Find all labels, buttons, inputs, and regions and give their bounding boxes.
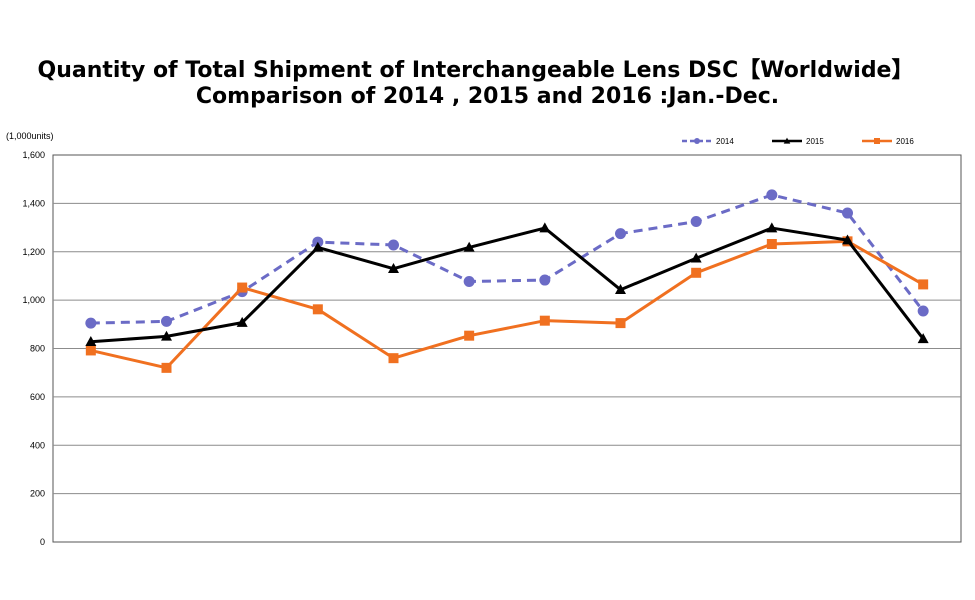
data-point	[842, 207, 853, 219]
legend-label: 2015	[806, 137, 824, 146]
series-2014	[85, 189, 929, 329]
series-2015	[85, 222, 929, 347]
series-line	[90, 193, 925, 325]
data-point	[463, 276, 475, 288]
legend: 2014 2015 2016	[682, 137, 914, 146]
data-point	[85, 317, 97, 329]
legend-item-2016: 2016	[862, 137, 914, 146]
legend-item-2015: 2015	[772, 137, 824, 146]
data-point	[917, 305, 929, 317]
legend-label: 2014	[716, 137, 734, 146]
y-tick-label: 400	[30, 440, 45, 450]
data-point	[312, 304, 323, 315]
data-point	[694, 138, 700, 144]
data-point	[539, 222, 551, 233]
series-line	[90, 226, 925, 344]
data-point	[615, 228, 626, 240]
data-point	[766, 222, 778, 233]
y-tick-label: 0	[40, 537, 45, 547]
data-point	[161, 330, 172, 341]
data-point	[237, 282, 248, 293]
y-tick-label: 1,000	[22, 295, 45, 305]
data-point	[615, 318, 626, 329]
y-tick-label: 1,400	[22, 198, 45, 208]
y-tick-label: 1,200	[22, 247, 45, 257]
data-point	[918, 279, 929, 290]
data-point	[783, 137, 791, 144]
data-point	[690, 252, 702, 263]
data-point	[388, 239, 399, 251]
data-point	[539, 315, 550, 326]
chart-title: Quantity of Total Shipment of Interchang…	[37, 58, 914, 83]
data-point	[464, 330, 475, 341]
data-point	[161, 362, 172, 373]
data-point	[690, 216, 702, 228]
y-tick-label: 1,600	[22, 150, 45, 160]
data-point	[691, 267, 702, 278]
data-point	[312, 241, 324, 252]
data-point	[85, 345, 96, 356]
y-tick-label: 800	[30, 344, 45, 354]
series-2016	[85, 236, 929, 373]
data-point	[766, 189, 778, 201]
unit-label: (1,000units)	[6, 131, 54, 141]
y-axis: 0 200 400 600 800 1,000 1,200 1,400 1,600	[22, 150, 45, 547]
data-point	[463, 241, 475, 252]
data-point	[842, 234, 853, 245]
data-point	[874, 138, 880, 144]
series-line	[90, 239, 924, 370]
data-point	[388, 353, 399, 364]
series-layer	[85, 189, 929, 373]
data-point	[615, 284, 626, 294]
y-tick-label: 600	[30, 392, 45, 402]
y-tick-label: 200	[30, 489, 45, 499]
gridlines	[52, 154, 962, 543]
chart-subtitle: Comparison of 2014 , 2015 and 2016 :Jan.…	[195, 84, 780, 109]
data-point	[388, 262, 399, 273]
data-point	[85, 336, 97, 347]
data-point	[161, 315, 172, 327]
data-point	[917, 333, 929, 344]
legend-item-2014: 2014	[682, 137, 734, 146]
data-point	[539, 274, 551, 286]
data-point	[766, 239, 777, 250]
data-point	[236, 316, 248, 327]
legend-label: 2016	[896, 137, 914, 146]
